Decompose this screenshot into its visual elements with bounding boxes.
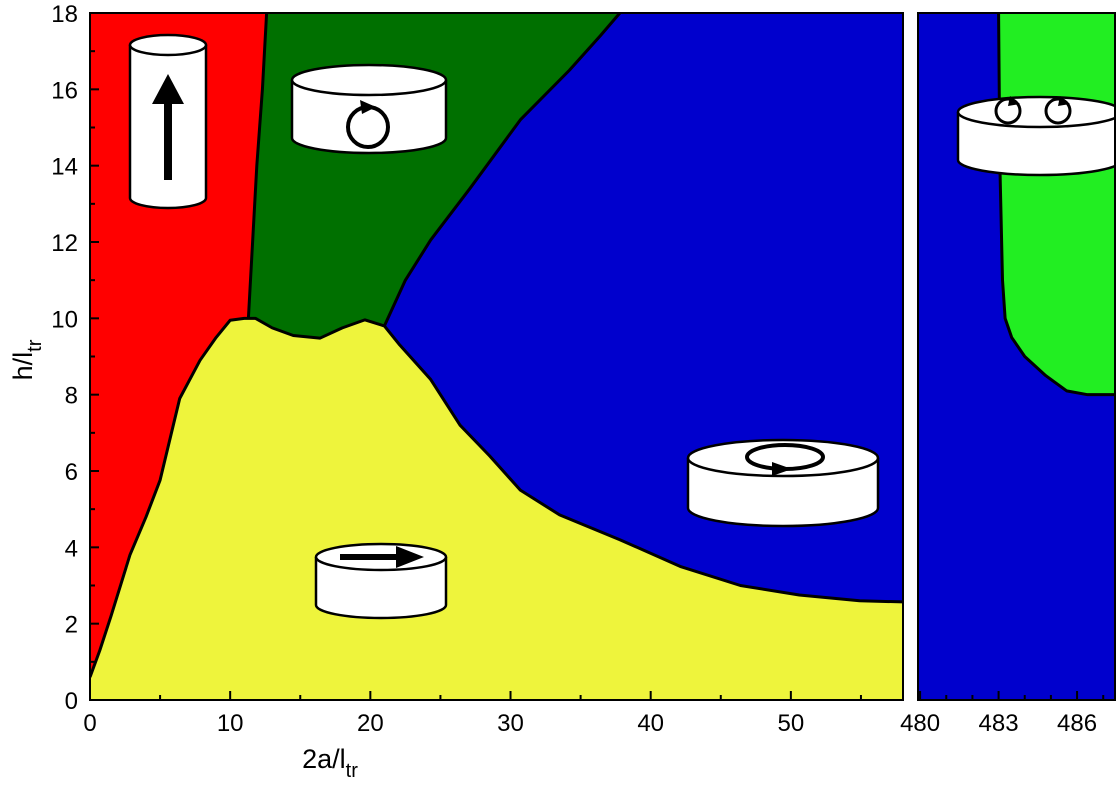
icon-double-vortex-disk <box>958 96 1116 175</box>
x-tick-label: 30 <box>497 710 524 737</box>
x-tick-label: 483 <box>979 710 1019 737</box>
y-axis-label: h/ltr <box>8 339 46 380</box>
y-tick-label: 8 <box>65 383 78 410</box>
y-tick-label: 0 <box>65 688 78 715</box>
y-tick-label: 2 <box>65 612 78 639</box>
phase-region <box>999 13 1115 395</box>
plot-area <box>90 13 903 700</box>
x-tick-label: 40 <box>637 710 664 737</box>
y-tick-label: 16 <box>51 77 78 104</box>
y-tick-label: 10 <box>51 306 78 333</box>
y-axis-label-main: h/l <box>8 352 38 381</box>
x-tick-label: 0 <box>83 710 96 737</box>
x-tick-label: 20 <box>357 710 384 737</box>
x-axis-label-subscript: tr <box>346 760 359 782</box>
y-tick-label: 6 <box>65 459 78 486</box>
icon-vortex-disk <box>292 65 446 153</box>
x-axis-label-main: 2a/l <box>302 744 346 774</box>
chart: 0 10 20 30 40 50 0 2 4 6 8 10 12 14 16 18 480 483 486 2a/l… <box>0 0 1116 794</box>
y-tick-label: 14 <box>51 154 78 181</box>
icon-wide-disk <box>688 440 878 526</box>
y-tick-label: 12 <box>51 230 78 257</box>
page: 0 10 20 30 40 50 0 2 4 6 8 10 12 14 16 18 480 483 486 2a/l… <box>0 0 1116 794</box>
y-tick-label: 18 <box>51 1 78 28</box>
y-tick-label: 4 <box>65 535 78 562</box>
x-tick-label: 10 <box>217 710 244 737</box>
icon-tall-cylinder <box>130 35 206 208</box>
x-tick-label: 486 <box>1057 710 1097 737</box>
y-axis-label-subscript: tr <box>24 339 46 352</box>
x-tick-label: 50 <box>778 710 805 737</box>
x-axis-label: 2a/ltr <box>302 744 358 782</box>
icon-flat-disk <box>316 544 446 618</box>
x-tick-label: 480 <box>900 710 940 737</box>
